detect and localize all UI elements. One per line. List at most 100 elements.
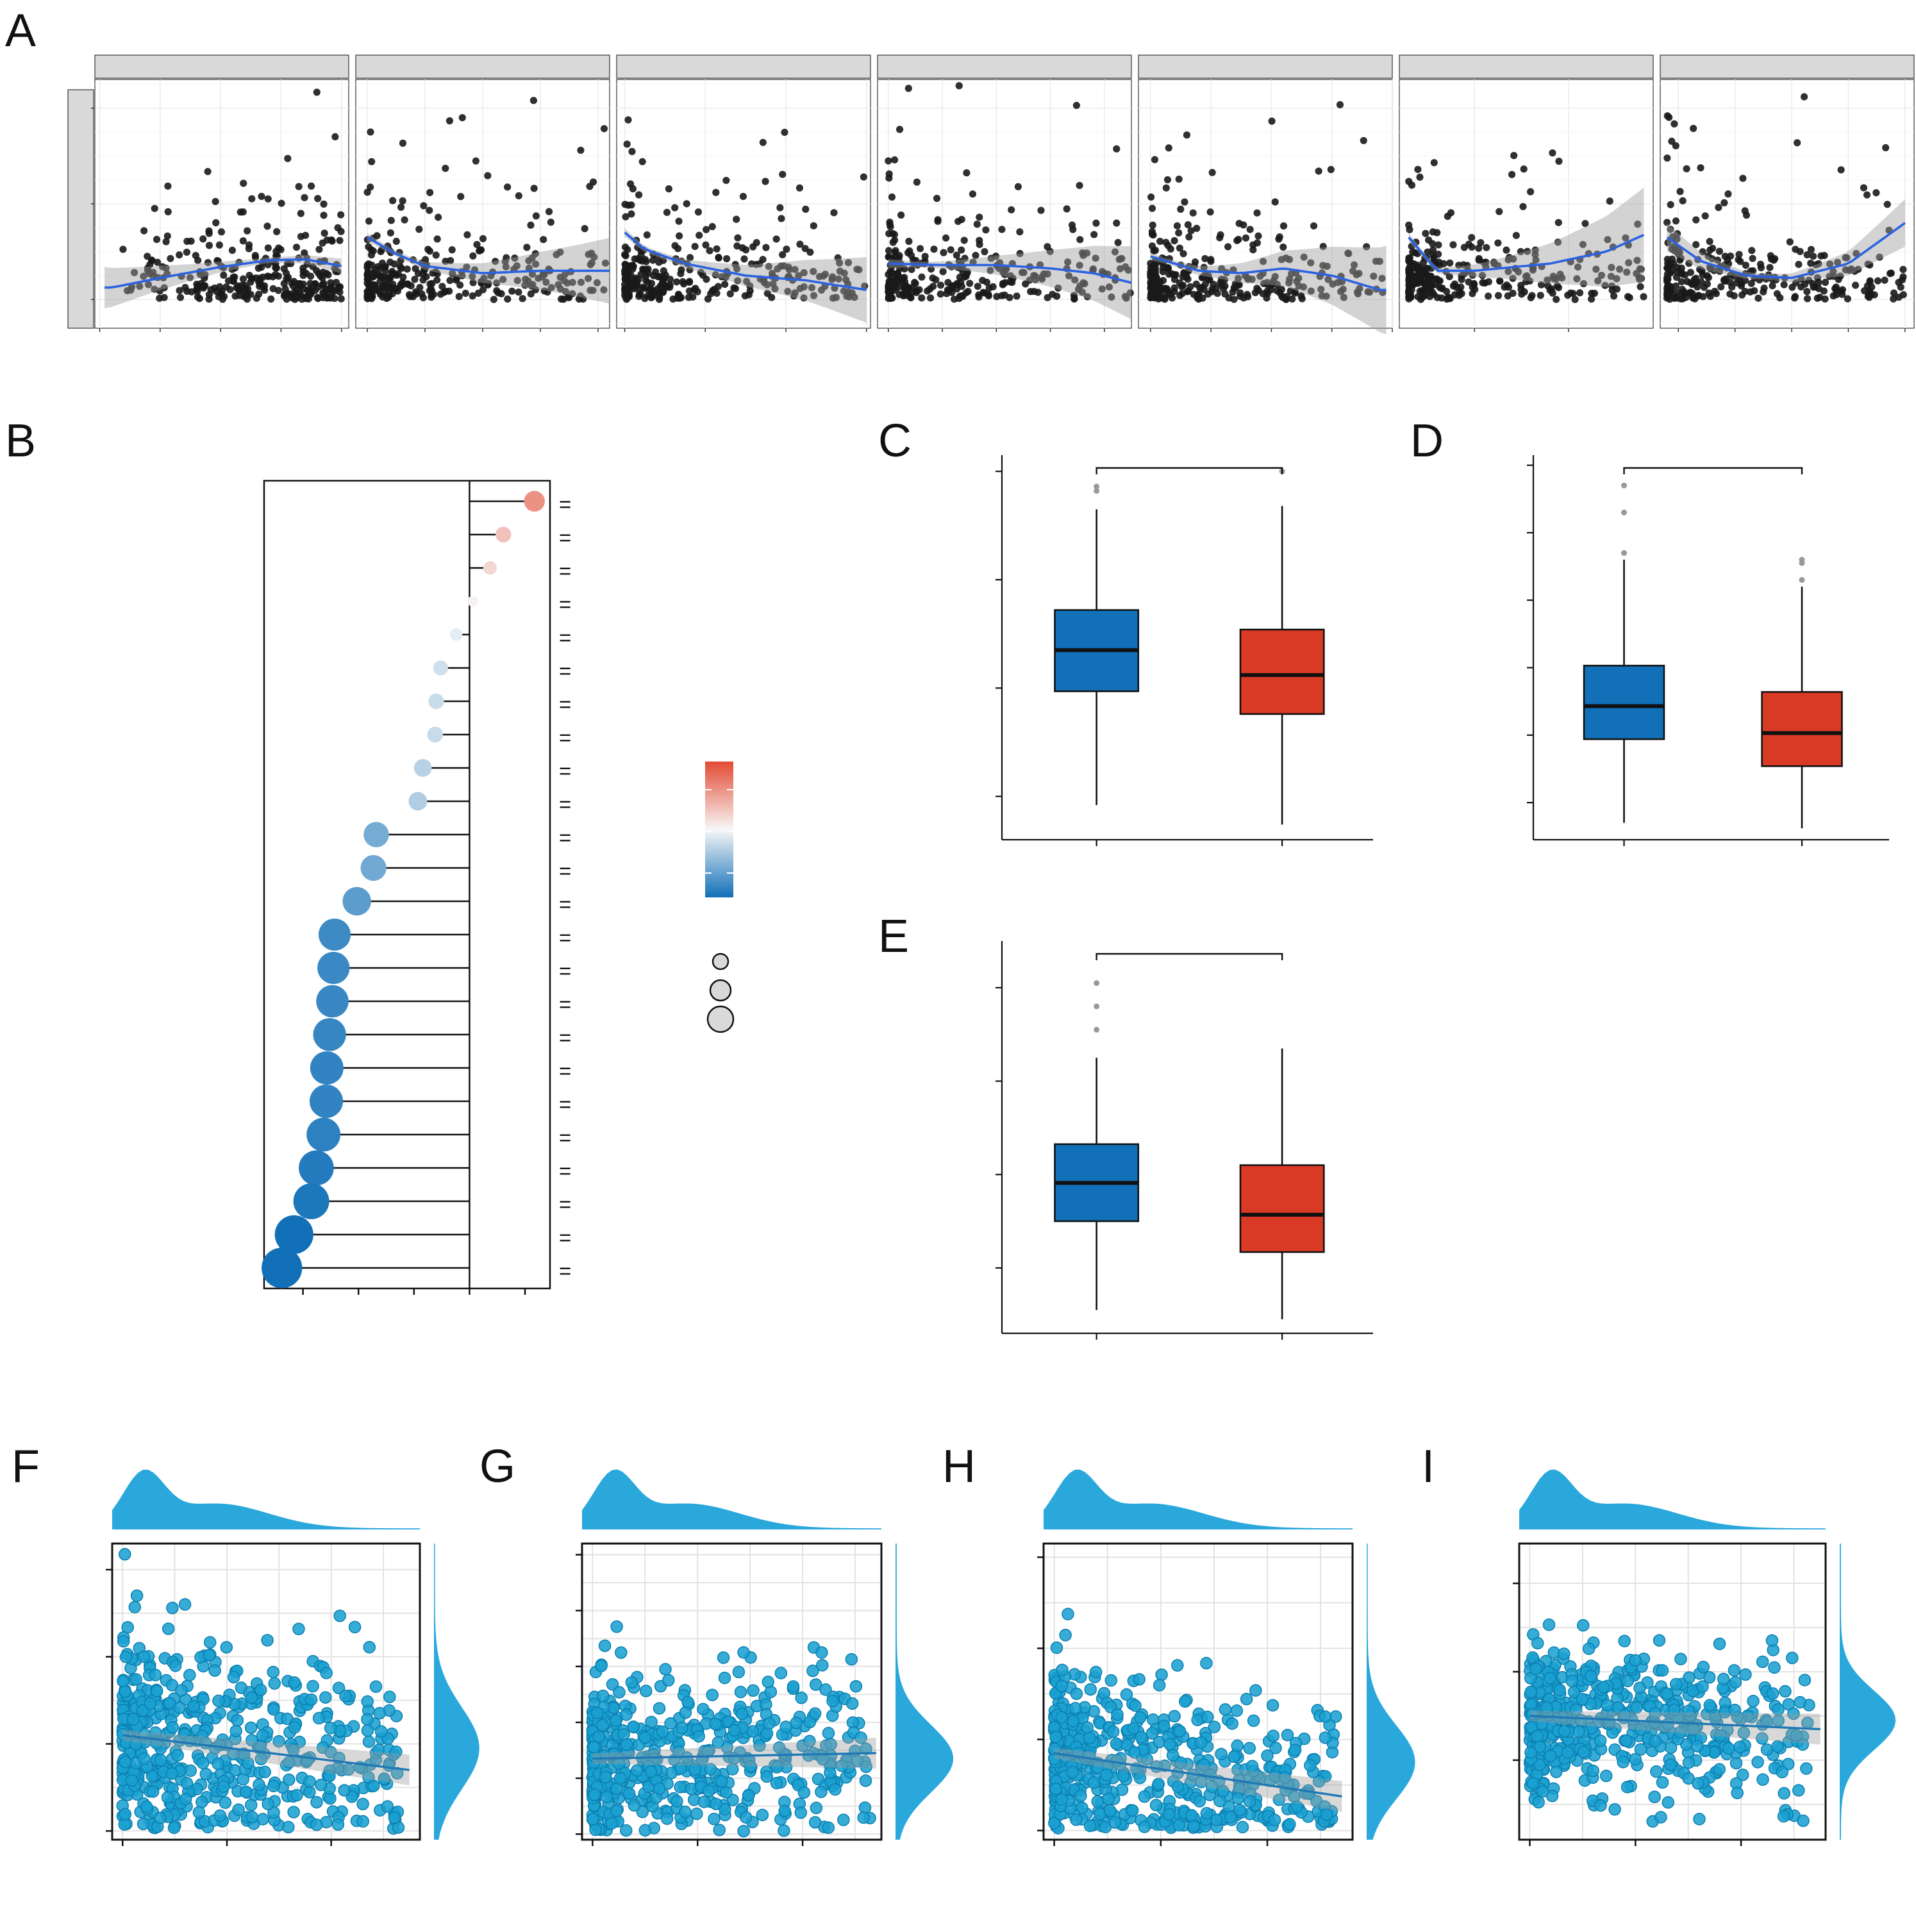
data-point <box>1226 1717 1238 1730</box>
data-point <box>626 180 635 188</box>
data-point <box>600 125 608 133</box>
box-high <box>1761 556 1843 829</box>
lollipop-row: = <box>299 1150 571 1186</box>
data-point <box>385 294 392 301</box>
data-point <box>1604 236 1612 244</box>
data-point <box>176 294 185 301</box>
data-point <box>1168 1710 1181 1723</box>
data-point <box>1574 263 1582 271</box>
data-point <box>455 292 463 301</box>
data-point <box>613 1686 626 1699</box>
data-point <box>523 244 531 251</box>
data-point <box>511 254 519 262</box>
data-point <box>1279 243 1287 251</box>
data-point <box>138 1753 151 1765</box>
size-legend-key <box>709 979 732 1002</box>
data-point <box>254 1683 267 1697</box>
data-point <box>1592 265 1600 273</box>
data-point <box>1870 291 1878 299</box>
data-point <box>1733 1740 1746 1754</box>
data-point <box>183 287 191 295</box>
data-point <box>1547 285 1556 293</box>
data-point <box>1253 209 1261 217</box>
data-point <box>932 276 940 284</box>
data-point <box>763 281 771 288</box>
data-point <box>1549 272 1557 280</box>
data-point <box>254 1753 267 1765</box>
r-value-label: = <box>559 759 571 783</box>
data-point <box>815 1646 828 1659</box>
data-point <box>800 269 808 277</box>
data-point <box>1555 157 1563 165</box>
data-point <box>1760 284 1768 292</box>
r-value-label: = <box>559 1092 571 1116</box>
data-point <box>388 1811 401 1824</box>
data-point <box>1532 256 1540 264</box>
data-point <box>800 283 808 291</box>
trend-line <box>104 258 342 289</box>
data-point <box>166 1720 179 1734</box>
data-point <box>598 1639 612 1653</box>
data-point <box>1683 1671 1695 1684</box>
r-value-label: = <box>559 1126 571 1149</box>
data-point <box>1553 1683 1566 1697</box>
data-point <box>338 1784 351 1797</box>
data-point <box>1760 1743 1774 1756</box>
facet-3 <box>877 54 1134 332</box>
data-point <box>127 287 135 294</box>
data-point <box>479 235 487 242</box>
data-point <box>577 146 585 154</box>
data-point <box>216 283 224 290</box>
data-point <box>659 1663 672 1676</box>
data-point <box>1766 1687 1779 1700</box>
data-point <box>1014 183 1022 190</box>
data-point <box>1505 253 1513 262</box>
data-point <box>1145 1727 1159 1740</box>
data-point <box>654 273 662 281</box>
data-point <box>671 242 679 249</box>
data-point <box>463 231 471 238</box>
data-point <box>1706 238 1713 246</box>
data-point <box>272 271 279 279</box>
data-point <box>588 1740 601 1754</box>
panel-label-c: C <box>878 415 912 467</box>
data-point <box>184 1764 197 1778</box>
data-point <box>1293 278 1301 285</box>
data-point <box>1179 1695 1192 1708</box>
data-point <box>1063 205 1070 213</box>
data-point <box>1323 262 1331 271</box>
data-point <box>1696 1680 1709 1693</box>
data-point <box>830 209 838 217</box>
data-point <box>1105 283 1113 291</box>
data-point <box>815 272 824 281</box>
data-point <box>440 288 447 296</box>
data-point <box>453 276 460 284</box>
data-point <box>851 1754 864 1767</box>
data-point <box>610 1804 623 1818</box>
data-point <box>797 1786 811 1799</box>
data-point <box>320 200 328 208</box>
outlier-point <box>1799 577 1805 583</box>
data-point <box>193 286 201 294</box>
data-point <box>1713 1729 1727 1742</box>
facet-strip <box>1138 54 1393 79</box>
data-point <box>1726 278 1734 287</box>
data-point <box>213 1809 227 1822</box>
data-point <box>1156 280 1163 288</box>
data-point <box>1561 1746 1574 1759</box>
data-point <box>1110 1737 1123 1751</box>
data-point <box>231 1714 244 1727</box>
data-point <box>1692 241 1700 249</box>
confidence-ribbon <box>1667 199 1905 283</box>
data-point <box>158 263 167 271</box>
data-point <box>356 1797 369 1811</box>
r-equals: = <box>559 892 571 916</box>
data-point <box>1735 251 1743 258</box>
data-point <box>420 202 428 210</box>
data-point <box>1703 280 1712 288</box>
lollipop-row: = <box>408 792 571 816</box>
row-strip <box>67 89 94 329</box>
data-point <box>1438 284 1446 292</box>
data-point <box>1170 271 1178 279</box>
data-point <box>1663 219 1671 226</box>
